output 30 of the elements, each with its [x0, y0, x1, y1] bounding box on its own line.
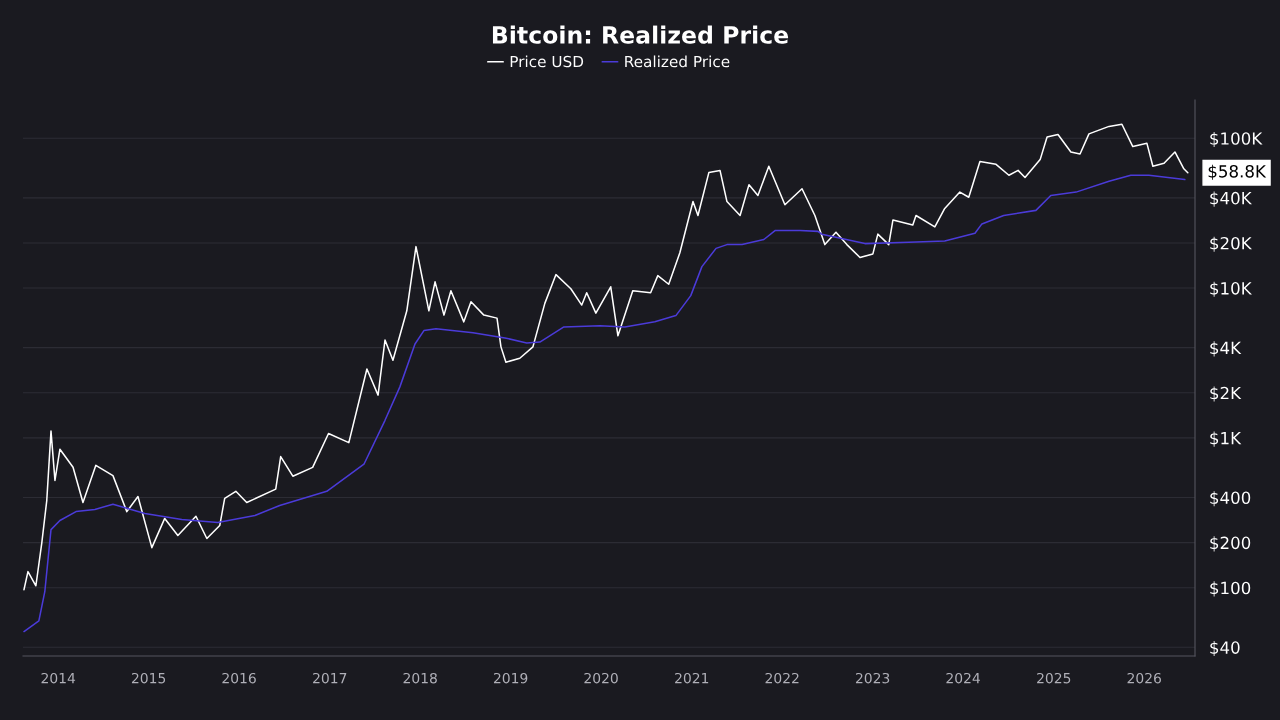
x-tick-label: 2023: [855, 672, 890, 684]
x-tick-label: 2021: [675, 672, 709, 684]
x-tick-label: 2017: [313, 672, 347, 684]
x-tick-label: 2015: [131, 672, 166, 684]
legend-label: Price USD: [510, 55, 584, 68]
y-tick-label: $40K: [1210, 191, 1252, 207]
x-tick-label: 2022: [765, 672, 799, 684]
y-tick-label: $2K: [1210, 386, 1242, 402]
y-tick-label: $1K: [1210, 431, 1242, 447]
x-tick-label: 2016: [222, 672, 256, 684]
y-tick-label: $10K: [1210, 281, 1252, 297]
y-tick-label: $200: [1210, 536, 1251, 552]
x-tick-label: 2026: [1127, 672, 1161, 684]
annotation: $58.8K: [1208, 164, 1267, 180]
line-series: [23, 123, 1189, 591]
y-tick-label: $100K: [1210, 131, 1263, 148]
x-tick-label: 2020: [584, 672, 618, 684]
y-tick-label: $4K: [1210, 341, 1242, 357]
x-tick-label: 2018: [403, 672, 437, 684]
y-tick-label: $400: [1210, 491, 1251, 507]
y-tick-label: $20K: [1210, 236, 1252, 252]
legend-label: Realized Price: [625, 55, 730, 68]
line-series: [23, 174, 1186, 633]
x-tick-label: 2025: [1037, 672, 1071, 684]
x-tick-label: 2024: [946, 672, 980, 684]
chart-title: Bitcoin: Realized Price: [492, 25, 789, 44]
y-tick-label: $40: [1210, 640, 1240, 657]
x-tick-label: 2014: [41, 672, 76, 684]
x-tick-label: 2019: [493, 672, 528, 684]
y-tick-label: $100: [1210, 581, 1251, 597]
